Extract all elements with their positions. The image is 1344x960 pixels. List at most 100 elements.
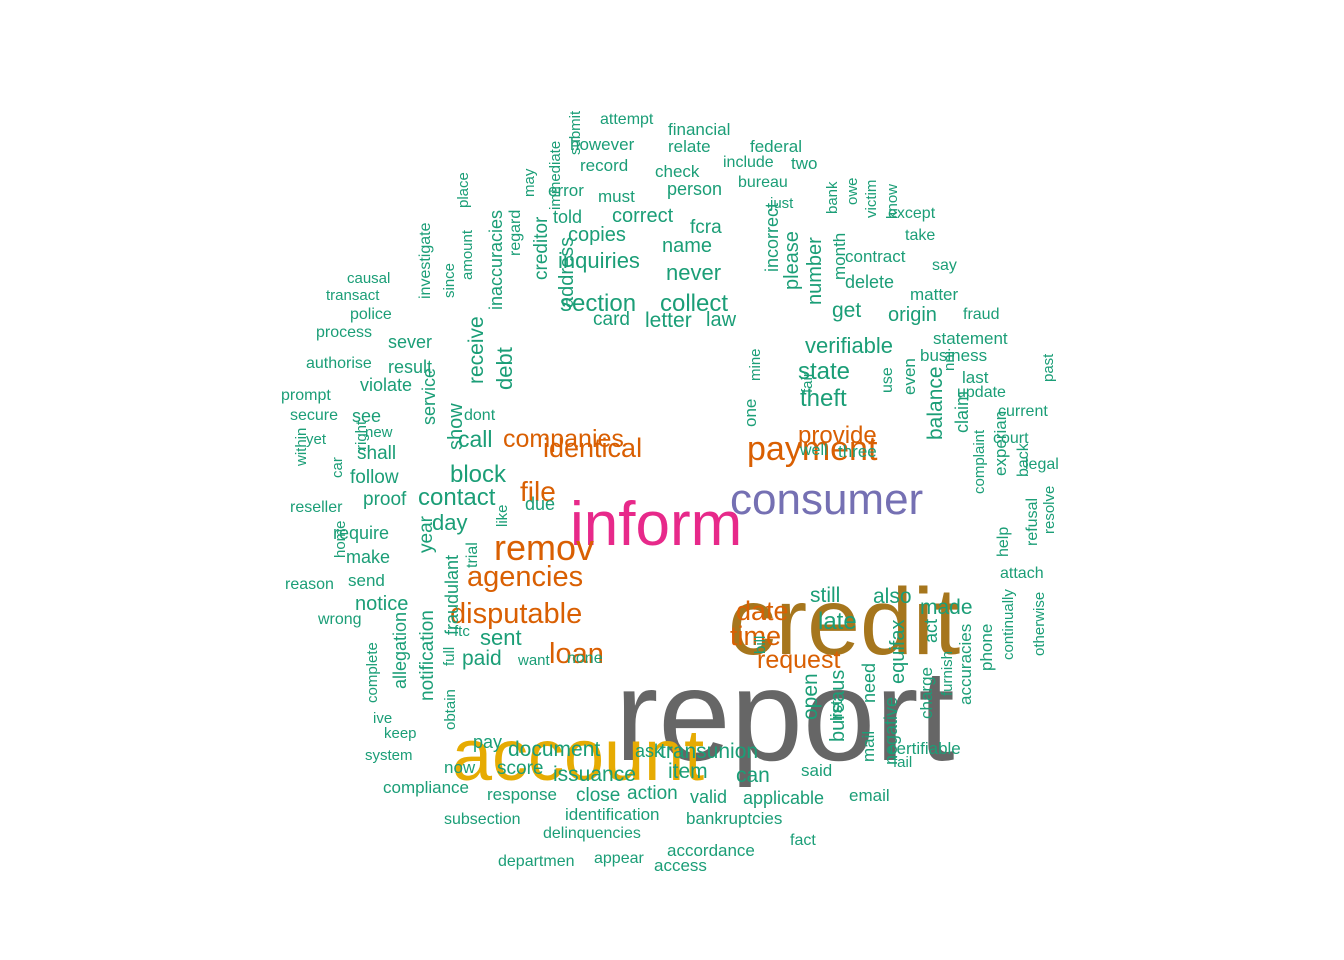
word-pay: pay xyxy=(473,732,503,752)
word-copies: copies xyxy=(568,224,626,246)
word-accuracies: accuracies xyxy=(956,623,975,705)
word-since: since xyxy=(441,262,458,298)
word-negative: negative xyxy=(881,696,901,765)
word-well: well xyxy=(800,442,828,459)
word-like: like xyxy=(494,504,511,527)
word-departmen: departmen xyxy=(498,853,575,870)
word-sever: sever xyxy=(388,332,433,352)
word-home: home xyxy=(332,520,349,558)
word-attempt: attempt xyxy=(600,111,654,128)
word-owe: owe xyxy=(844,177,861,205)
word-fraud: fraud xyxy=(963,306,1000,323)
word-require: require xyxy=(333,523,390,543)
word-complete: complete xyxy=(364,642,381,703)
word-transunion: transunion xyxy=(660,740,759,763)
word-never: never xyxy=(666,260,722,285)
word-full: full xyxy=(441,646,458,666)
word-action: action xyxy=(627,783,678,804)
word-fcra: fcra xyxy=(690,217,722,238)
word-date: date xyxy=(736,596,789,626)
word-reseller: reseller xyxy=(290,499,343,516)
word-charge: charge xyxy=(917,667,936,719)
word-system: system xyxy=(365,747,413,764)
word-victim: victim xyxy=(863,179,880,218)
word-financial: financial xyxy=(668,120,731,139)
word-identification: identification xyxy=(565,805,660,824)
word-transact: transact xyxy=(326,287,380,304)
word-still: still xyxy=(810,584,841,607)
word-disputable: disputable xyxy=(450,598,583,630)
word-result: result xyxy=(388,357,433,377)
word-even: even xyxy=(900,358,919,395)
word-however: however xyxy=(570,135,635,154)
word-phone: phone xyxy=(977,623,996,671)
word-mail: mail xyxy=(859,730,878,762)
word-collect: collect xyxy=(660,290,729,317)
word-matter: matter xyxy=(910,285,959,304)
word-certifiable: certifiable xyxy=(888,739,961,758)
word-number: number xyxy=(804,237,826,305)
word-delinquencies: delinquencies xyxy=(543,825,641,842)
word-compliance: compliance xyxy=(383,778,469,797)
word-bankruptcies: bankruptcies xyxy=(686,809,783,828)
word-legal: legal xyxy=(1025,456,1059,473)
word-help: help xyxy=(995,526,1012,557)
word-current: current xyxy=(998,403,1048,420)
word-past: past xyxy=(1040,353,1057,382)
word-appear: appear xyxy=(594,850,644,867)
word-continually: continually xyxy=(1000,589,1017,660)
word-authorise: authorise xyxy=(306,355,372,372)
word-relate: relate xyxy=(668,137,711,156)
word-file: file xyxy=(520,476,556,507)
word-inform: inform xyxy=(570,490,743,559)
word-month: month xyxy=(830,232,849,280)
word-can: can xyxy=(736,764,770,787)
word-ask: ask xyxy=(635,741,664,761)
word-fail: fail xyxy=(893,754,913,771)
word-notice: notice xyxy=(355,593,409,615)
word-dont: dont xyxy=(464,407,496,424)
word-yet: yet xyxy=(306,431,327,448)
word-check: check xyxy=(655,162,700,181)
word-credit: credit xyxy=(728,569,961,675)
word-bank: bank xyxy=(824,181,841,214)
word-score: score xyxy=(497,758,544,779)
word-now: now xyxy=(444,758,476,777)
word-furnish: furnish xyxy=(939,650,956,696)
word-contact: contact xyxy=(418,484,496,511)
word-may: may xyxy=(521,168,538,197)
word-one: one xyxy=(741,398,760,427)
word-keep: keep xyxy=(384,725,417,742)
word-act: act xyxy=(921,618,941,643)
word-debt: debt xyxy=(492,347,517,390)
word-resolve: resolve xyxy=(1041,485,1058,534)
word-amount: amount xyxy=(459,229,476,280)
word-use: use xyxy=(879,367,896,393)
word-reason: reason xyxy=(285,576,334,593)
word-subsection: subsection xyxy=(444,811,521,828)
word-agencies: agencies xyxy=(467,561,584,593)
word-letter: letter xyxy=(645,309,692,332)
word-report: report xyxy=(615,642,955,788)
word-request: request xyxy=(757,646,841,674)
word-mine: mine xyxy=(747,348,764,381)
word-made: made xyxy=(920,596,973,619)
word-error: error xyxy=(548,181,584,200)
word-person: person xyxy=(667,179,723,199)
word-bureaus: bureaus xyxy=(827,669,849,742)
word-fair: fair xyxy=(799,372,816,393)
word-court: court xyxy=(993,430,1029,447)
word-nni: nni xyxy=(941,350,958,371)
word-process: process xyxy=(316,324,373,341)
word-valid: valid xyxy=(690,787,728,807)
word-card: card xyxy=(593,309,630,330)
word-document: document xyxy=(508,738,601,761)
word-provide: provide xyxy=(798,422,877,449)
word-late: late xyxy=(818,608,857,635)
word-told: told xyxy=(553,207,583,227)
word-right: right xyxy=(353,420,370,450)
word-proof: proof xyxy=(363,489,407,510)
word-ive: ive xyxy=(373,710,393,727)
word-need: need xyxy=(859,662,879,703)
word-paid: paid xyxy=(462,647,502,670)
